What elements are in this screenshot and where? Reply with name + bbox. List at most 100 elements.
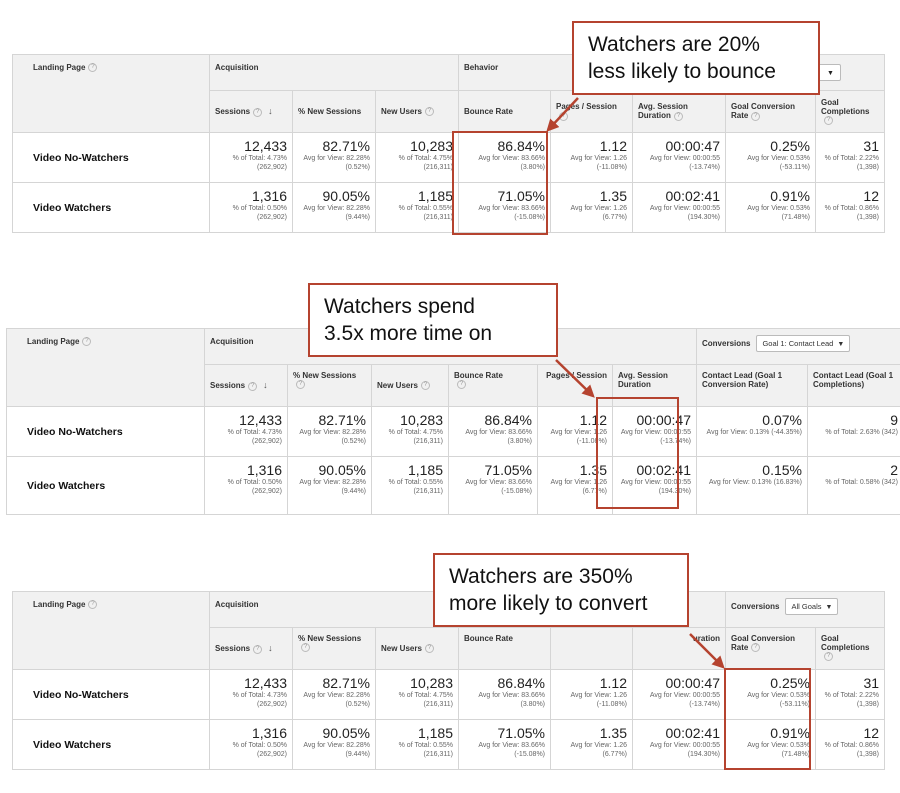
metric-cell: 00:00:47 Avg for View: 00:00:55 (-13.74%)	[632, 132, 726, 183]
metric-cell: 0.15% Avg for View: 0.13% (16.83%)	[696, 456, 808, 515]
help-icon[interactable]: ?	[88, 600, 98, 610]
col-header-new-users[interactable]: New Users?	[375, 90, 459, 133]
col-header-goal-completions[interactable]: Goal Completions?	[815, 90, 885, 133]
help-icon[interactable]: ?	[424, 107, 434, 117]
callout-convert: Watchers are 350% more likely to convert	[433, 553, 689, 627]
col-header-pages-session[interactable]: Pages / Session?	[550, 90, 633, 133]
table-row: Video Watchers 1,316% of Total: 0.50% (2…	[12, 182, 885, 233]
row-label[interactable]: Video Watchers	[12, 182, 210, 233]
col-header-contact-lead-rate[interactable]: Contact Lead (Goal 1 Conversion Rate)	[696, 364, 808, 407]
help-icon[interactable]: ?	[296, 380, 305, 390]
help-icon[interactable]: ?	[82, 337, 92, 347]
metric-cell: 86.84% Avg for View: 83.66% (3.80%)	[458, 669, 551, 720]
col-header-goal-conversion-rate[interactable]: Goal Conversion Rate?	[725, 627, 816, 670]
sort-desc-icon[interactable]: ↓	[263, 380, 268, 391]
help-icon[interactable]: ?	[457, 380, 466, 390]
table-row: Video Watchers 1,316% of Total: 0.50% (2…	[6, 456, 900, 515]
metric-cell: 1.12 Avg for View: 1.26 (-11.08%)	[550, 132, 633, 183]
col-header-new-sessions[interactable]: % New Sessions	[292, 90, 376, 133]
col-header-new-users[interactable]: New Users?	[375, 627, 459, 670]
report-table-2: Landing Page? Acquisition Conversions Goa…	[6, 328, 900, 515]
row-label[interactable]: Video No-Watchers	[12, 132, 210, 183]
metric-cell: 12,433% of Total: 4.73% (262,902)	[209, 669, 293, 720]
help-icon[interactable]: ?	[824, 116, 833, 126]
metric-cell: 0.91% Avg for View: 0.53% (71.48%)	[725, 182, 816, 233]
col-header-avg-session-duration[interactable]: Avg. Session Duration?	[632, 90, 726, 133]
col-header-new-users[interactable]: New Users?	[371, 364, 449, 407]
col-header-bounce-rate[interactable]: Bounce Rate	[458, 90, 551, 133]
row-label[interactable]: Video No-Watchers	[6, 406, 205, 457]
metric-cell: 1,185% of Total: 0.55% (216,311)	[375, 182, 459, 233]
metric-cell: 00:02:41 Avg for View: 00:00:55 (194.30%)	[612, 456, 697, 515]
metric-cell: 2% of Total: 0.58% (342)	[806, 456, 900, 515]
col-header-contact-lead-completions[interactable]: Contact Lead (Goal 1 Completions)	[806, 364, 900, 407]
col-header-avg-session-duration[interactable]: uration	[632, 627, 726, 670]
metric-cell: 1,316% of Total: 0.50% (262,902)	[204, 456, 288, 515]
goal-select[interactable]: All Goals ▼	[785, 598, 839, 615]
metric-cell: 86.84% Avg for View: 83.66% (3.80%)	[458, 132, 551, 183]
landing-page-header[interactable]: Landing Page?	[12, 54, 210, 133]
help-icon[interactable]: ?	[673, 111, 683, 121]
help-icon[interactable]: ?	[88, 63, 98, 73]
report-table-3: Landing Page? Acquisition Conversions All…	[12, 591, 886, 770]
table-row: Video No-Watchers 12,433% of Total: 4.73…	[12, 132, 885, 183]
chevron-down-icon: ▼	[825, 604, 833, 611]
help-icon[interactable]: ?	[559, 111, 568, 121]
sort-desc-icon[interactable]: ↓	[268, 106, 273, 117]
col-header-new-sessions[interactable]: % New Sessions?	[287, 364, 372, 407]
chevron-down-icon: ▼	[837, 341, 845, 348]
row-label[interactable]: Video Watchers	[6, 456, 205, 515]
sort-desc-icon[interactable]: ↓	[268, 643, 273, 654]
col-header-bounce-rate[interactable]: Bounce Rate?	[448, 364, 538, 407]
row-label[interactable]: Video Watchers	[12, 719, 210, 770]
metric-cell: 31% of Total: 2.22% (1,398)	[815, 132, 885, 183]
col-header-new-sessions[interactable]: % New Sessions?	[292, 627, 376, 670]
bounce-rate-highlight	[452, 131, 548, 235]
metric-cell: 0.91% Avg for View: 0.53% (71.48%)	[725, 719, 816, 770]
col-header-pages-session[interactable]	[550, 627, 633, 670]
metric-cell: 0.25% Avg for View: 0.53% (-53.11%)	[725, 132, 816, 183]
help-icon[interactable]: ?	[248, 381, 258, 391]
col-header-avg-session-duration[interactable]: Avg. Session Duration	[612, 364, 697, 407]
metric-cell: 1.12 Avg for View: 1.26 (-11.08%)	[537, 406, 613, 457]
col-header-sessions[interactable]: Sessions? ↓	[204, 364, 288, 407]
help-icon[interactable]: ?	[253, 644, 263, 654]
metric-cell: 1.35 Avg for View: 1.26 (6.77%)	[550, 182, 633, 233]
metric-cell: 9% of Total: 2.63% (342)	[806, 406, 900, 457]
session-duration-highlight	[596, 397, 679, 509]
metric-cell: 82.71% Avg for View: 82.28% (0.52%)	[287, 406, 372, 457]
help-icon[interactable]: ?	[424, 644, 434, 654]
row-label[interactable]: Video No-Watchers	[12, 669, 210, 720]
help-icon[interactable]: ?	[420, 381, 430, 391]
col-header-sessions[interactable]: Sessions? ↓	[209, 90, 293, 133]
metric-cell: 31% of Total: 2.22% (1,398)	[814, 669, 886, 720]
col-header-bounce-rate[interactable]: Bounce Rate	[458, 627, 551, 670]
metric-cell: 10,283% of Total: 4.75% (216,311)	[375, 669, 459, 720]
metric-cell: 1,316% of Total: 0.50% (262,902)	[209, 719, 293, 770]
metric-cell: 82.71% Avg for View: 82.28% (0.52%)	[292, 132, 376, 183]
help-icon[interactable]: ?	[751, 111, 761, 121]
help-icon[interactable]: ?	[301, 643, 310, 653]
acquisition-group-header: Acquisition	[209, 54, 459, 91]
metric-cell: 82.71% Avg for View: 82.28% (0.52%)	[292, 669, 376, 720]
metric-cell: 00:02:41 Avg for View: 00:00:55 (194.30%)	[632, 182, 726, 233]
landing-page-header[interactable]: Landing Page?	[6, 328, 205, 407]
help-icon[interactable]: ?	[824, 652, 833, 662]
metric-cell: 90.05% Avg for View: 82.28% (9.44%)	[292, 719, 376, 770]
metric-cell: 12,433% of Total: 4.73% (262,902)	[204, 406, 288, 457]
col-header-goal-completions[interactable]: Goal Completions?	[814, 627, 886, 670]
col-header-sessions[interactable]: Sessions? ↓	[209, 627, 293, 670]
landing-page-header[interactable]: Landing Page?	[12, 591, 210, 670]
goal-select[interactable]: Goal 1: Contact Lead ▼	[756, 335, 851, 352]
metric-cell: 10,283% of Total: 4.75% (216,311)	[375, 132, 459, 183]
metric-cell: 71.05% Avg for View: 83.66% (-15.08%)	[458, 719, 551, 770]
metric-cell: 71.05% Avg for View: 83.66% (-15.08%)	[448, 456, 538, 515]
col-header-goal-conversion-rate[interactable]: Goal Conversion Rate?	[725, 90, 816, 133]
metric-cell: 1.35 Avg for View: 1.26 (6.77%)	[550, 719, 633, 770]
help-icon[interactable]: ?	[751, 643, 761, 653]
metric-cell: 12% of Total: 0.86% (1,398)	[814, 719, 886, 770]
metric-cell: 90.05% Avg for View: 82.28% (9.44%)	[292, 182, 376, 233]
help-icon[interactable]: ?	[253, 107, 263, 117]
conversions-group-header: Conversions Goal 1: Contact Lead ▼	[695, 328, 900, 365]
conversion-rate-highlight	[724, 668, 811, 770]
